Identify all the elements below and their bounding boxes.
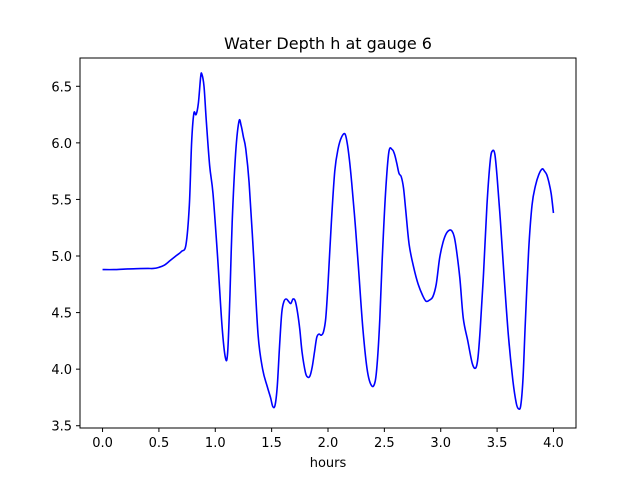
x-tick-label: 0.5	[149, 436, 170, 451]
x-tick-label: 2.0	[318, 436, 339, 451]
x-tick-label: 3.0	[430, 436, 451, 451]
x-tick-label: 3.5	[487, 436, 508, 451]
x-axis-ticks: 0.0 0.5 1.0 1.5 2.0 2.5 3.0 3.5 4.0	[92, 428, 564, 451]
x-tick-label: 4.0	[543, 436, 564, 451]
x-tick-label: 1.0	[205, 436, 226, 451]
y-axis-ticks: 3.5 4.0 4.5 5.0 5.5 6.0 6.5	[51, 80, 80, 435]
plot-frame	[79, 57, 577, 429]
x-tick-label: 0.0	[92, 436, 113, 451]
series-layer	[102, 72, 555, 410]
y-tick-label: 3.5	[51, 420, 72, 435]
y-tick-label: 4.5	[51, 307, 72, 322]
x-tick-label: 2.5	[374, 436, 395, 451]
chart-title: Water Depth h at gauge 6	[224, 34, 432, 53]
y-tick-label: 4.0	[51, 363, 72, 378]
y-tick-label: 5.5	[51, 193, 72, 208]
y-tick-label: 6.5	[51, 80, 72, 95]
y-tick-label: 5.0	[51, 250, 72, 265]
x-tick-label: 1.5	[261, 436, 282, 451]
x-axis-label: hours	[310, 456, 347, 471]
series-line	[102, 72, 555, 410]
y-tick-label: 6.0	[51, 137, 72, 152]
